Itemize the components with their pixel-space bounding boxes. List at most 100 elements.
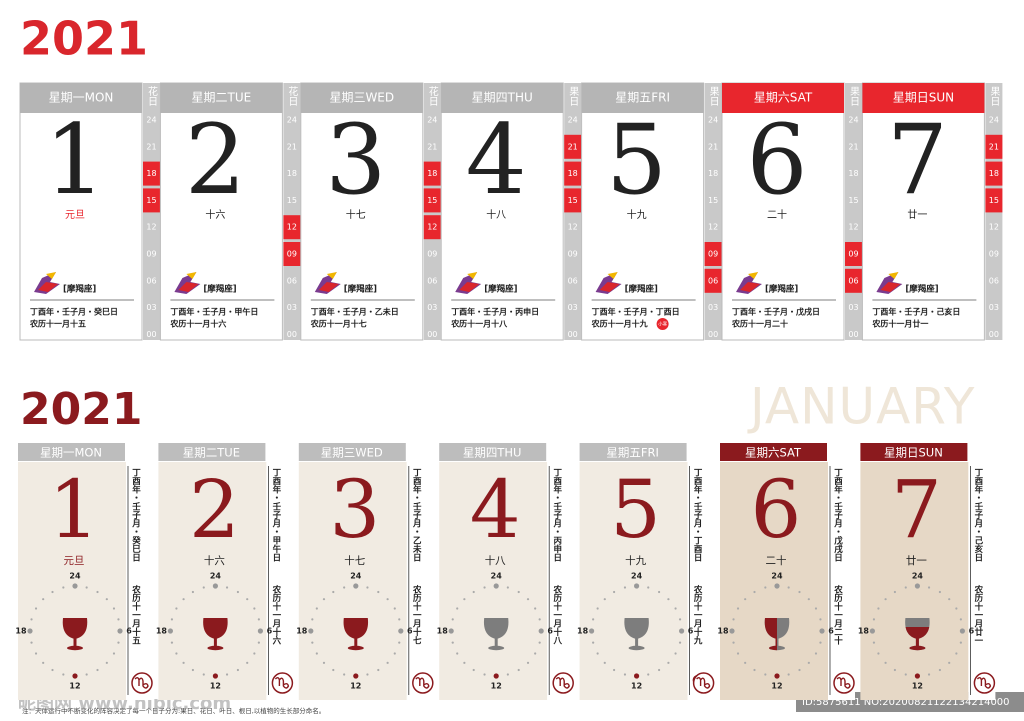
hour-label: 06 bbox=[568, 276, 578, 285]
clock-dot bbox=[647, 586, 650, 589]
clock-dot bbox=[819, 641, 822, 644]
glass-stem bbox=[915, 638, 919, 647]
icon-shape bbox=[748, 272, 758, 279]
ganzhi: 丁酉年・壬子月・丁酉日 bbox=[692, 468, 703, 562]
hour-highlight bbox=[423, 215, 441, 240]
clock-label: 12 bbox=[491, 682, 502, 691]
clock-dot bbox=[386, 598, 389, 601]
card-header bbox=[441, 83, 564, 113]
clock-dot bbox=[927, 673, 931, 676]
icon-shape bbox=[318, 282, 339, 292]
hour-label: 12 bbox=[568, 223, 578, 232]
side-strip bbox=[406, 462, 434, 700]
weekday: 星期四THU bbox=[463, 446, 522, 460]
clock-dot bbox=[798, 668, 801, 672]
clock-dot bbox=[191, 668, 194, 672]
icon-shape bbox=[326, 272, 337, 279]
hour-highlight bbox=[143, 188, 160, 213]
clock-dot bbox=[538, 641, 541, 644]
clock-dot bbox=[744, 661, 747, 664]
hour-label: 03 bbox=[287, 303, 297, 312]
day-number: 1 bbox=[49, 463, 100, 556]
clock-dot bbox=[678, 641, 682, 644]
clock-marker bbox=[869, 628, 876, 634]
card-header bbox=[862, 83, 985, 113]
ganzhi: 丁酉年・壬子月・丙申日 bbox=[451, 307, 539, 317]
zodiac-badge bbox=[412, 672, 434, 694]
hour-label: 09 bbox=[427, 250, 437, 259]
day-type: 果日 bbox=[848, 86, 860, 106]
hour-label: 21 bbox=[146, 142, 156, 151]
lunar-date: 农历十一月十九 bbox=[692, 584, 703, 645]
day-number: 7 bbox=[891, 463, 942, 556]
lunar-day: 十七 bbox=[346, 208, 366, 221]
lunar-day: 十六 bbox=[204, 554, 225, 567]
day-type: 果日 bbox=[707, 86, 719, 106]
glass-base bbox=[67, 645, 83, 651]
card-header bbox=[439, 443, 547, 461]
clock-marker bbox=[774, 583, 780, 589]
clock-dot bbox=[732, 641, 735, 644]
clock-dot bbox=[225, 673, 229, 676]
clock-dot bbox=[884, 661, 887, 664]
weekday: 星期日SUN bbox=[884, 446, 943, 460]
lunar-day: 二十 bbox=[767, 208, 787, 221]
hour-highlight bbox=[283, 242, 301, 266]
ganzhi: 丁酉年・壬子月・戊戌日 bbox=[833, 468, 844, 562]
hour-label: 12 bbox=[848, 223, 858, 232]
clock-marker bbox=[212, 673, 218, 679]
hour-highlight bbox=[704, 242, 722, 266]
hour-label: 09 bbox=[287, 250, 297, 259]
hour-label: 03 bbox=[146, 303, 156, 312]
solar-term-badge bbox=[656, 318, 669, 330]
clock-dot bbox=[764, 673, 767, 676]
constellation: [摩羯座] bbox=[905, 284, 938, 295]
card-header bbox=[18, 443, 125, 461]
hour-label: 12 bbox=[989, 223, 999, 232]
lunar-day: 元旦 bbox=[64, 555, 85, 567]
constellation: [摩羯座] bbox=[765, 284, 798, 295]
wine-glass bbox=[905, 618, 930, 651]
day-type: 果日 bbox=[567, 86, 579, 106]
clock-marker bbox=[308, 628, 314, 634]
hour-highlight bbox=[423, 188, 441, 213]
constellation: [摩羯座] bbox=[344, 284, 377, 295]
glass-bowl bbox=[905, 627, 930, 639]
glass-part bbox=[62, 618, 88, 651]
clock-label: 24 bbox=[210, 572, 222, 581]
glass-part bbox=[203, 618, 228, 651]
hour-label: 18 bbox=[427, 169, 437, 178]
hour-label: 21 bbox=[568, 142, 578, 151]
clock-dot bbox=[736, 652, 740, 655]
clock-dot bbox=[456, 607, 459, 610]
lunar-day: 廿一 bbox=[906, 555, 927, 567]
clock-dot bbox=[182, 661, 185, 664]
clock-dot bbox=[472, 668, 475, 672]
glass-stem bbox=[73, 638, 77, 647]
day-number: 4 bbox=[470, 463, 521, 556]
zodiac-badge bbox=[692, 672, 715, 694]
clock-marker bbox=[634, 583, 640, 589]
clock-marker bbox=[959, 628, 966, 634]
goat-icon bbox=[876, 272, 903, 294]
lunar-date: 农历十一月十八 bbox=[450, 319, 508, 329]
clock-dot bbox=[202, 586, 205, 589]
ganzhi: 丁酉年・壬子月・癸巳日 bbox=[30, 307, 118, 317]
clock-dot bbox=[175, 607, 178, 610]
zodiac-glyph bbox=[836, 677, 851, 689]
clock-dot bbox=[658, 668, 661, 672]
day-number: 1 bbox=[44, 104, 105, 216]
clock-dot bbox=[62, 673, 65, 676]
hour-label: 12 bbox=[708, 223, 718, 232]
clock-dot bbox=[311, 618, 314, 621]
clock-dot bbox=[517, 668, 520, 672]
card bbox=[721, 82, 845, 341]
clock-dot bbox=[202, 673, 205, 676]
glass-part bbox=[764, 618, 777, 651]
side-strip bbox=[266, 462, 294, 700]
clock-dot bbox=[959, 641, 962, 644]
glass-stem bbox=[494, 638, 498, 647]
clock-dot bbox=[872, 641, 876, 644]
glass-base bbox=[488, 645, 505, 651]
weekday: 星期六SAT bbox=[745, 446, 802, 460]
